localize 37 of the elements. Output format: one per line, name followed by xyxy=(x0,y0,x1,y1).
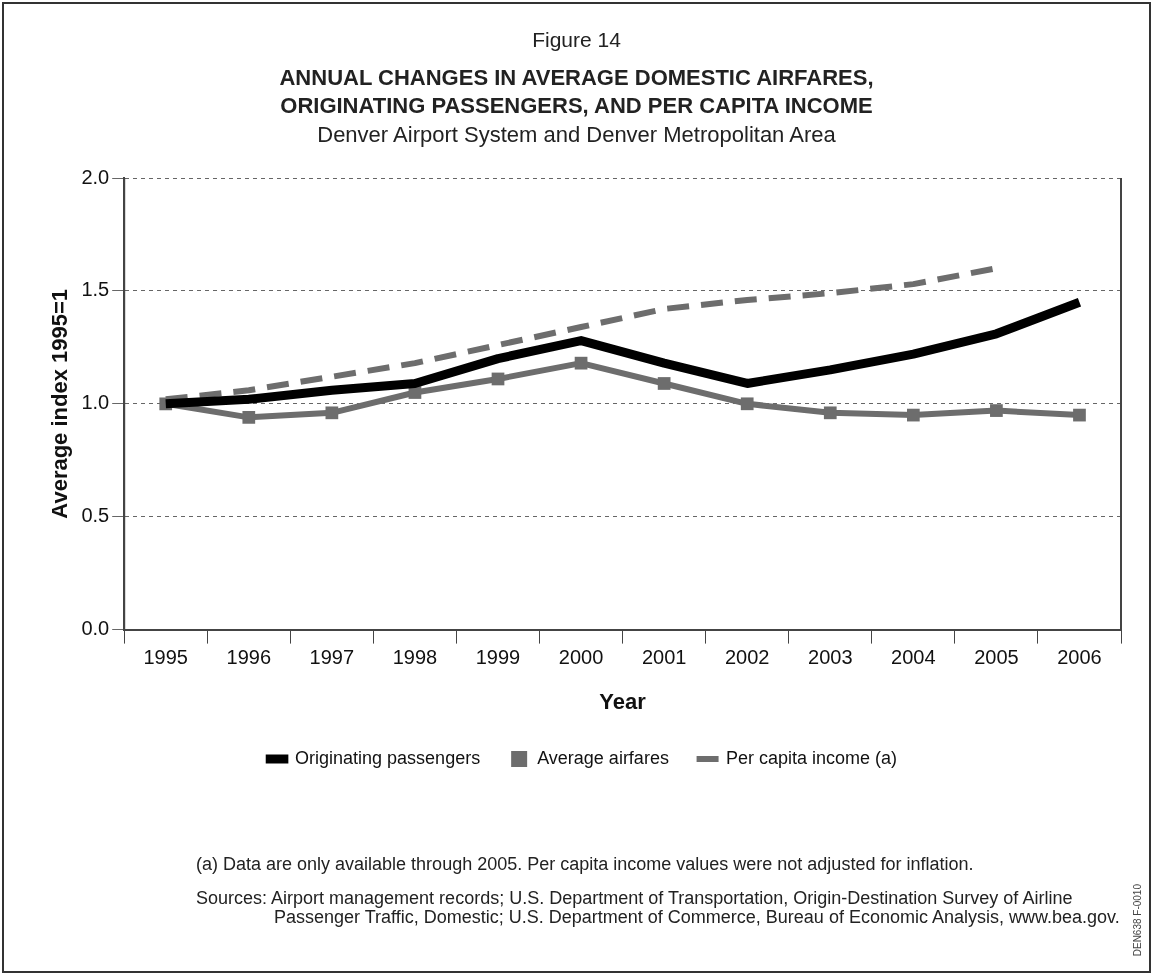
point xyxy=(657,377,671,390)
y-tick-label: 0.5 xyxy=(81,504,110,527)
point xyxy=(242,410,256,424)
point xyxy=(906,408,920,422)
point xyxy=(325,406,339,420)
x-tick-label: 1998 xyxy=(392,646,438,669)
y-tick-label: 1.5 xyxy=(81,278,110,301)
point xyxy=(740,397,754,411)
chart-title: ANNUAL CHANGES IN AVERAGE DOMESTIC AIRFARES, ORIGINATING PASSENGERS, AND PER CAPITA INCOME xyxy=(278,64,875,120)
x-axis-title: Year xyxy=(599,688,647,714)
x-tick-label: 2004 xyxy=(891,646,936,669)
x-tick-label: 2001 xyxy=(641,646,687,669)
x-tick-label: 1995 xyxy=(143,646,188,669)
caption: Figure 14 xyxy=(531,28,622,52)
legend-label: Originating passengers xyxy=(295,747,481,768)
point xyxy=(574,356,588,370)
x-tick-label: 2002 xyxy=(724,646,770,669)
x-tick-label: 2000 xyxy=(558,646,604,669)
legend-label: Per capita income (a) xyxy=(725,747,897,768)
text: DEN638 F-0010 xyxy=(1132,884,1143,957)
y-tick-label: 2.0 xyxy=(81,165,110,188)
y-axis-title: Average index 1995=1 xyxy=(47,288,73,519)
x-tick-label: 2005 xyxy=(974,646,1019,669)
y-tick-label: 0.0 xyxy=(81,617,110,640)
x-tick-label: 2003 xyxy=(808,646,853,669)
x-tick-label: 1997 xyxy=(309,646,355,669)
y-tick-label: 1.0 xyxy=(81,391,110,414)
x-tick-label: 1996 xyxy=(226,646,272,669)
x-tick-label: 1999 xyxy=(475,646,521,669)
point xyxy=(990,404,1003,417)
text: (a) Data are only available through 2005. Per capita income values were not adjusted for inflation. xyxy=(196,854,974,875)
x-tick-label: 2006 xyxy=(1057,646,1102,669)
chart-subtitle: Denver Airport System and Denver Metropolitan Area xyxy=(316,122,837,148)
point xyxy=(823,406,837,420)
source-note: Sources: Airport management records; U.S. Department of Transportation, Origin-Destination Survey of Airline Passenger Traffic, Domestic; U.S. Department of Commerce, Bureau of Economic Analysis, www.bea.gov. xyxy=(196,888,1120,927)
legend-label: Average airfares xyxy=(537,747,669,768)
point xyxy=(1073,408,1086,422)
